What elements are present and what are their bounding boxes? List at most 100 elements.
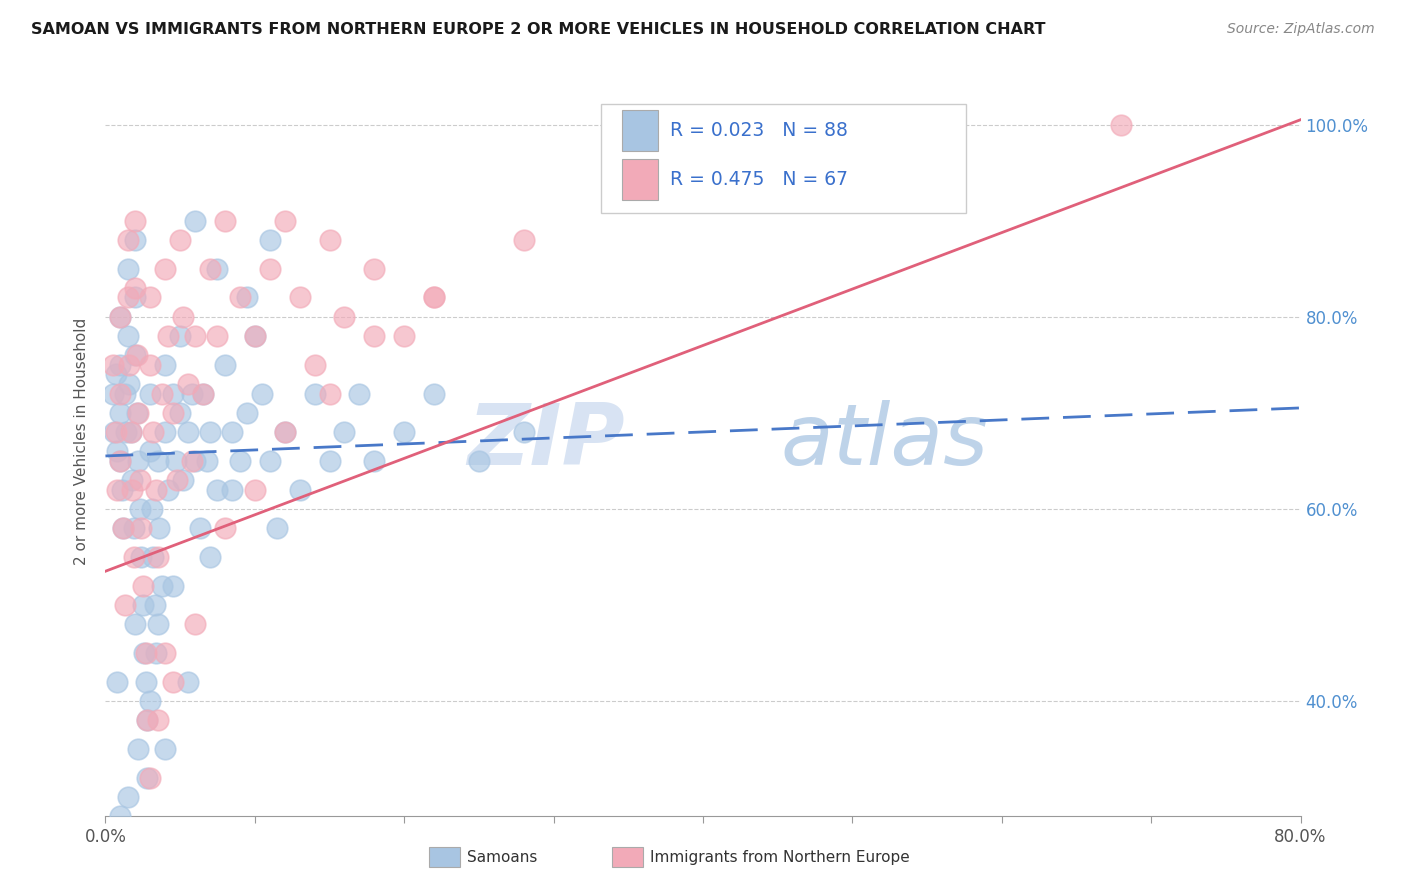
Point <box>110 406 132 420</box>
Point <box>112 521 135 535</box>
Point <box>101 386 124 401</box>
Point <box>394 329 416 343</box>
Point <box>101 358 124 372</box>
Point <box>513 425 536 439</box>
Text: Source: ZipAtlas.com: Source: ZipAtlas.com <box>1227 22 1375 37</box>
Point <box>221 425 243 439</box>
Point <box>132 579 155 593</box>
Point <box>114 386 136 401</box>
Point <box>115 425 138 439</box>
Point <box>135 646 157 660</box>
Point <box>162 579 184 593</box>
Point <box>141 501 163 516</box>
Text: SAMOAN VS IMMIGRANTS FROM NORTHERN EUROPE 2 OR MORE VEHICLES IN HOUSEHOLD CORREL: SAMOAN VS IMMIGRANTS FROM NORTHERN EUROP… <box>31 22 1046 37</box>
Point <box>513 233 536 247</box>
Point <box>135 674 157 689</box>
Point <box>394 425 416 439</box>
Point <box>117 290 139 304</box>
Point <box>146 549 169 564</box>
Point <box>155 425 177 439</box>
Point <box>318 233 340 247</box>
Point <box>162 386 184 401</box>
Point <box>236 290 259 304</box>
Point <box>318 386 340 401</box>
Point <box>132 598 155 612</box>
Point <box>139 290 162 304</box>
Point <box>127 742 149 756</box>
Point <box>110 454 132 468</box>
Point <box>117 329 139 343</box>
Point <box>110 310 132 324</box>
Point <box>229 454 252 468</box>
Point <box>169 406 191 420</box>
Bar <box>621 110 658 152</box>
Point <box>273 425 295 439</box>
Point <box>692 165 714 179</box>
Point <box>468 454 491 468</box>
Point <box>243 329 266 343</box>
Point <box>214 521 236 535</box>
Point <box>117 233 139 247</box>
Point <box>139 444 162 458</box>
Point <box>110 358 132 372</box>
Point <box>266 521 288 535</box>
Point <box>172 310 194 324</box>
Point <box>207 483 229 497</box>
Point <box>155 646 177 660</box>
Text: Immigrants from Northern Europe: Immigrants from Northern Europe <box>650 850 910 864</box>
Point <box>184 329 207 343</box>
Point <box>363 454 385 468</box>
Y-axis label: 2 or more Vehicles in Household: 2 or more Vehicles in Household <box>75 318 90 566</box>
Point <box>111 483 134 497</box>
Point <box>124 281 146 295</box>
Point <box>155 742 177 756</box>
Point <box>155 261 177 276</box>
Point <box>184 617 207 632</box>
Point <box>176 376 198 391</box>
Point <box>229 290 252 304</box>
Point <box>172 473 194 487</box>
Point <box>176 674 198 689</box>
Point <box>288 290 311 304</box>
Point <box>288 483 311 497</box>
Point <box>198 261 221 276</box>
Point <box>146 617 169 632</box>
Point <box>145 483 167 497</box>
Point <box>221 483 243 497</box>
Point <box>304 386 326 401</box>
Point <box>104 368 127 382</box>
Point <box>142 549 165 564</box>
Point <box>273 425 295 439</box>
Point <box>363 261 385 276</box>
Point <box>1111 118 1133 132</box>
Point <box>110 386 132 401</box>
Point <box>155 358 177 372</box>
Point <box>110 454 132 468</box>
Point <box>122 549 145 564</box>
Point <box>169 233 191 247</box>
Point <box>150 386 173 401</box>
Point <box>124 290 146 304</box>
Point <box>136 713 159 727</box>
Point <box>181 386 204 401</box>
Point <box>117 261 139 276</box>
Point <box>107 483 129 497</box>
Point <box>150 579 173 593</box>
Bar <box>621 159 658 200</box>
Point <box>198 425 221 439</box>
Point <box>259 261 281 276</box>
Point <box>207 329 229 343</box>
Point <box>136 713 159 727</box>
Point <box>117 789 139 804</box>
FancyBboxPatch shape <box>602 104 966 213</box>
Point <box>146 454 169 468</box>
Point <box>118 376 141 391</box>
Point <box>214 358 236 372</box>
Point <box>333 425 356 439</box>
Point <box>112 521 135 535</box>
Point <box>134 646 156 660</box>
Point <box>184 454 207 468</box>
Point <box>114 598 136 612</box>
Point <box>121 483 143 497</box>
Text: R = 0.475   N = 67: R = 0.475 N = 67 <box>669 169 848 189</box>
